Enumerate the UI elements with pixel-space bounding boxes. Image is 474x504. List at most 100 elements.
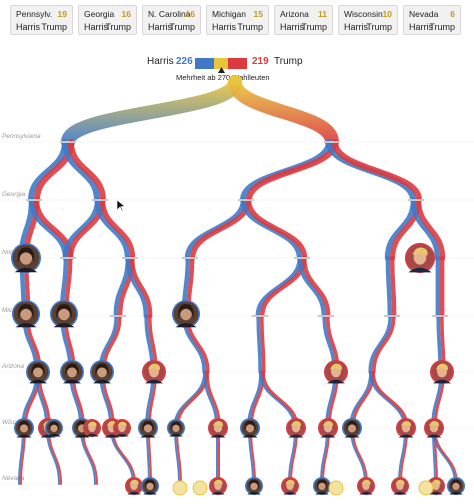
row-label: Georgia [2, 191, 26, 198]
branch-line [260, 314, 266, 374]
trump-avatar [142, 360, 166, 384]
trump-avatar [324, 360, 348, 384]
branch-node [122, 257, 138, 259]
harris-avatar [138, 418, 158, 438]
electoral-vote-bar [195, 56, 247, 69]
branch-trump-pennsylvania [228, 75, 339, 149]
state-electoral-votes: 16 [185, 9, 195, 19]
harris-avatar [167, 419, 185, 437]
harris-avatar [447, 477, 465, 495]
trump-avatar [113, 419, 131, 437]
trump-label: Trump [274, 56, 303, 67]
harris-avatar [245, 477, 263, 495]
branch-node [92, 199, 108, 201]
branch-node [324, 141, 340, 143]
state-electoral-votes: 15 [253, 9, 263, 19]
toss-up-marker [172, 480, 188, 496]
branch-node [408, 199, 424, 201]
harris-avatar [240, 418, 260, 438]
row-label: Mich [2, 307, 16, 314]
harris-avatar [11, 243, 41, 273]
branch-node [60, 141, 76, 143]
pick-trump-button[interactable]: Trump [301, 22, 327, 32]
branch-line [246, 197, 308, 261]
state-name: N. Carolina [148, 9, 191, 19]
pick-harris-button[interactable]: Harris [344, 22, 368, 32]
branch-harris-pennsylvania [61, 75, 242, 149]
trump-avatar [391, 477, 409, 495]
trump-avatar [396, 418, 416, 438]
trump-avatar [208, 418, 228, 438]
branch-node [318, 315, 334, 317]
branch-line [390, 255, 397, 319]
pick-trump-button[interactable]: Trump [105, 22, 131, 32]
branch-node [252, 315, 268, 317]
trump-bar-segment [228, 58, 247, 69]
trump-avatar [357, 477, 375, 495]
state-card[interactable]: Arizona 11 Harris Trump [274, 5, 333, 35]
pick-harris-button[interactable]: Harris [16, 22, 40, 32]
branch-node [26, 199, 42, 201]
state-electoral-votes: 16 [121, 9, 131, 19]
trump-avatar [286, 418, 306, 438]
state-electoral-votes: 10 [382, 9, 392, 19]
pick-trump-button[interactable]: Trump [429, 22, 455, 32]
harris-avatar [45, 419, 63, 437]
state-electoral-votes: 11 [318, 9, 327, 19]
pick-harris-button[interactable]: Harris [212, 22, 236, 32]
branch-line [416, 197, 446, 261]
state-card[interactable]: Georgia 16 Harris Trump [78, 5, 137, 35]
harris-avatar [12, 300, 40, 328]
pick-harris-button[interactable]: Harris [409, 22, 433, 32]
row-label: Nevada [2, 475, 25, 482]
branch-node [60, 257, 76, 259]
avatars [11, 243, 465, 496]
pick-trump-button[interactable]: Trump [237, 22, 263, 32]
branch-node [432, 315, 448, 317]
mouse-cursor-icon [117, 200, 125, 212]
branch-line [130, 255, 153, 319]
harris-avatar [14, 418, 34, 438]
row-label: Nor [2, 249, 13, 256]
state-name: Arizona [280, 9, 309, 19]
state-card[interactable]: Wisconsin 10 Harris Trump [338, 5, 398, 35]
state-name: Pennsylv. [16, 9, 53, 19]
harris-avatar [90, 360, 114, 384]
harris-avatar [172, 300, 200, 328]
pick-harris-button[interactable]: Harris [280, 22, 304, 32]
toss-up-bar-segment [214, 58, 228, 69]
branch-line [94, 197, 130, 261]
majority-note: Mehrheit ab 270 Wahlleuten [176, 73, 270, 82]
pick-harris-button[interactable]: Harris [148, 22, 172, 32]
branch-node [182, 257, 198, 259]
state-card[interactable]: Michigan 15 Harris Trump [206, 5, 269, 35]
state-electoral-votes: 19 [57, 9, 67, 19]
branch-line [410, 197, 440, 261]
trump-avatar [427, 477, 445, 495]
branch-line [62, 139, 100, 203]
pick-trump-button[interactable]: Trump [366, 22, 392, 32]
toss-up-marker [418, 480, 434, 496]
trump-electoral-votes: 219 [252, 56, 269, 67]
pick-trump-button[interactable]: Trump [169, 22, 195, 32]
harris-avatar [342, 418, 362, 438]
harris-electoral-votes: 226 [176, 56, 193, 67]
branch-line [125, 255, 148, 319]
row-label: Pennsylvania [2, 133, 41, 140]
state-electoral-votes: 6 [450, 9, 455, 19]
branch-line [68, 139, 106, 203]
branch-line [256, 314, 262, 374]
harris-avatar [313, 477, 331, 495]
trump-avatar [430, 360, 454, 384]
pick-trump-button[interactable]: Trump [41, 22, 67, 32]
pick-harris-button[interactable]: Harris [84, 22, 108, 32]
toss-up-marker [328, 480, 344, 496]
harris-avatar [50, 300, 78, 328]
state-card[interactable]: Pennsylv. 19 Harris Trump [10, 5, 73, 35]
state-card[interactable]: N. Carolina 16 Harris Trump [142, 5, 201, 35]
toss-up-marker [192, 480, 208, 496]
state-name: Nevada [409, 9, 439, 19]
state-card[interactable]: Nevada 6 Harris Trump [403, 5, 461, 35]
trump-avatar [209, 477, 227, 495]
